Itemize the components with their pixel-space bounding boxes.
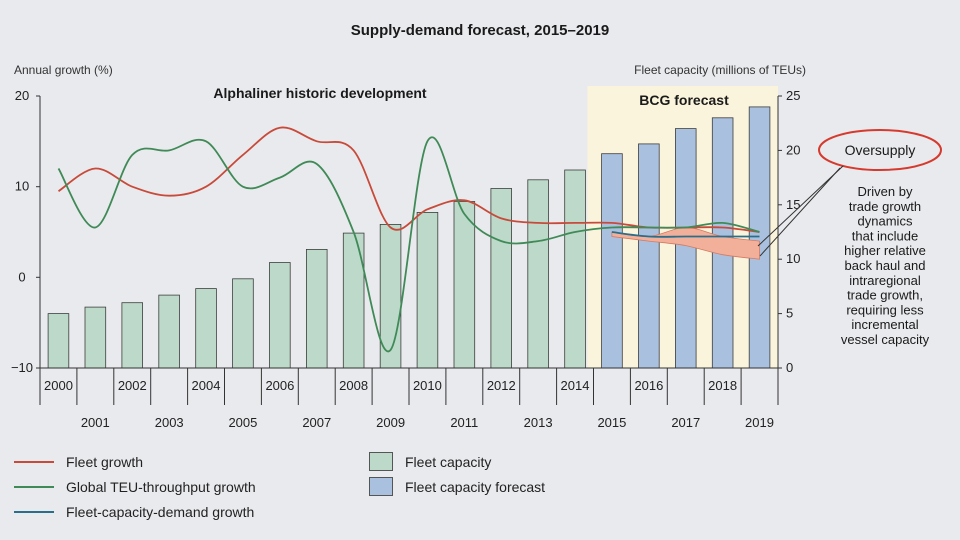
legend-swatch bbox=[369, 452, 393, 471]
legend-label: Fleet capacity bbox=[405, 453, 492, 470]
x-tick-label-2010: 2010 bbox=[413, 378, 442, 393]
oversupply-label: Oversupply bbox=[845, 142, 916, 158]
x-tick-label-2001: 2001 bbox=[81, 415, 110, 430]
right-tick-label: 25 bbox=[786, 88, 800, 103]
left-tick-label: 0 bbox=[18, 269, 25, 284]
bar-fleet-capacity-2006 bbox=[269, 262, 291, 369]
right-tick-label: 5 bbox=[786, 306, 793, 321]
left-tick-labels: 20 10 0 −10 bbox=[11, 88, 40, 375]
legend-item-global-teu: Global TEU-throughput growth bbox=[14, 479, 256, 495]
note-line: requiring less bbox=[846, 302, 924, 317]
x-tick-label-2017: 2017 bbox=[671, 415, 700, 430]
x-tick-label-2007: 2007 bbox=[302, 415, 331, 430]
right-tick-label: 10 bbox=[786, 251, 800, 266]
bars-layer bbox=[47, 106, 771, 369]
legend-swatch bbox=[14, 486, 54, 488]
legend-item-fleet-capacity: Fleet capacity bbox=[369, 452, 491, 471]
left-tick-label: 20 bbox=[15, 88, 29, 103]
left-tick-label: 10 bbox=[15, 179, 29, 194]
legend-label: Fleet-capacity-demand growth bbox=[66, 504, 255, 520]
note-line: back haul and bbox=[845, 258, 926, 273]
oversupply-band bbox=[611, 227, 760, 260]
oversupply-ring bbox=[818, 129, 942, 171]
bar-fleet-capacity-2010 bbox=[416, 211, 439, 369]
x-tick-label-2009: 2009 bbox=[376, 415, 405, 430]
legend-item-fleet-capacity-forecast: Fleet capacity forecast bbox=[369, 477, 545, 496]
right-tick-label: 20 bbox=[786, 142, 800, 157]
oversupply-pointer-2 bbox=[759, 167, 841, 257]
legend-label: Fleet capacity forecast bbox=[405, 478, 546, 495]
note-line: incremental bbox=[851, 317, 918, 332]
right-tick-label: 0 bbox=[786, 360, 793, 375]
bar-fleet-capacity-2011 bbox=[453, 201, 476, 369]
x-tick-label-2003: 2003 bbox=[155, 415, 184, 430]
legend-item-fleet-capacity-demand: Fleet-capacity-demand growth bbox=[14, 504, 254, 520]
note-line: intraregional bbox=[849, 273, 921, 288]
bar-fleet-capacity-2002 bbox=[121, 302, 144, 369]
left-tick-label: −10 bbox=[11, 360, 33, 375]
x-tick-label-2002: 2002 bbox=[118, 378, 147, 393]
line-global-teu-throughput-growth bbox=[57, 136, 760, 353]
note-line: dynamics bbox=[858, 214, 913, 229]
x-tick-label-2015: 2015 bbox=[597, 415, 626, 430]
right-tick-labels: 25 20 15 10 5 0 bbox=[778, 88, 800, 375]
right-axis-label: Fleet capacity (millions of TEUs) bbox=[634, 63, 806, 77]
bar-fleet-capacity-2000 bbox=[47, 313, 70, 369]
legend-label: Fleet growth bbox=[66, 454, 144, 470]
x-tick-label-2018: 2018 bbox=[708, 378, 737, 393]
legend-swatch bbox=[369, 477, 393, 496]
bar-fleet-capacity-2003 bbox=[158, 294, 180, 369]
x-tick-label-2008: 2008 bbox=[339, 378, 368, 393]
legend: Fleet growth Global TEU-throughput growt… bbox=[14, 450, 614, 530]
lines-layer bbox=[57, 126, 760, 353]
x-tick-label-2019: 2019 bbox=[745, 415, 774, 430]
bar-fleet-capacity-2008 bbox=[342, 232, 365, 369]
chart-title: Supply-demand forecast, 2015–2019 bbox=[351, 22, 609, 39]
line-fleet-capacity-demand-growth bbox=[611, 231, 760, 238]
oversupply-note: Driven by trade growth dynamics that includ… bbox=[841, 184, 930, 347]
bar-fleet-capacity-forecast-2017 bbox=[675, 128, 697, 369]
x-tick-label-2014: 2014 bbox=[561, 378, 590, 393]
x-tick-label-2013: 2013 bbox=[524, 415, 553, 430]
note-line: trade growth bbox=[849, 199, 921, 214]
bar-fleet-capacity-forecast-2015 bbox=[601, 153, 623, 369]
legend-swatch bbox=[14, 511, 54, 513]
x-tick-label-2016: 2016 bbox=[634, 378, 663, 393]
x-tick-label-2012: 2012 bbox=[487, 378, 516, 393]
oversupply-pointer bbox=[757, 165, 844, 247]
note-line: vessel capacity bbox=[841, 332, 930, 347]
note-line: that include bbox=[852, 228, 919, 243]
bar-fleet-capacity-forecast-2016 bbox=[638, 143, 660, 369]
note-line: trade growth, bbox=[847, 288, 923, 303]
x-tick-label-2005: 2005 bbox=[228, 415, 257, 430]
note-line: Driven by bbox=[858, 184, 913, 199]
x-tick-label-2004: 2004 bbox=[192, 378, 221, 393]
legend-item-fleet-growth: Fleet growth bbox=[14, 454, 143, 470]
bar-fleet-capacity-2007 bbox=[305, 248, 328, 369]
right-tick-label: 15 bbox=[786, 197, 800, 212]
bar-fleet-capacity-2004 bbox=[195, 288, 217, 369]
x-tick-label-2006: 2006 bbox=[265, 378, 294, 393]
bar-fleet-capacity-2001 bbox=[84, 306, 107, 369]
bar-fleet-capacity-2014 bbox=[564, 169, 586, 369]
bar-fleet-capacity-2013 bbox=[527, 179, 549, 369]
legend-label: Global TEU-throughput growth bbox=[66, 479, 256, 495]
bar-fleet-capacity-2005 bbox=[232, 278, 254, 369]
note-line: higher relative bbox=[844, 243, 926, 258]
legend-swatch bbox=[14, 461, 54, 463]
x-tick-labels: 2000 2001 2002 2003 2004 2005 2006 2007 2008 2009… bbox=[39, 368, 779, 430]
x-tick-label-2000: 2000 bbox=[44, 378, 73, 393]
x-tick-label-2011: 2011 bbox=[450, 415, 478, 430]
left-axis-label: Annual growth (%) bbox=[14, 63, 113, 77]
forecast-annotation: BCG forecast bbox=[639, 92, 729, 108]
historic-annotation: Alphaliner historic development bbox=[213, 85, 426, 101]
